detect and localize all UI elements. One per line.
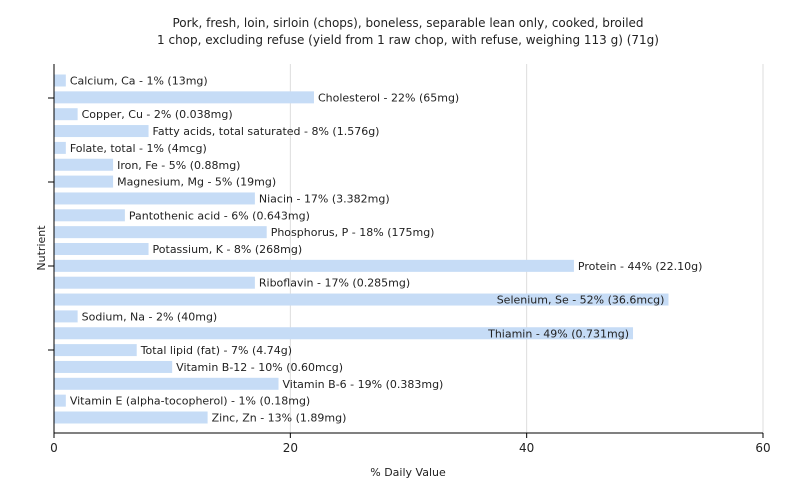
bar-3 xyxy=(54,125,149,138)
bar-label-6: Magnesium, Mg - 5% (19mg) xyxy=(117,176,276,189)
bar-label-8: Pantothenic acid - 6% (0.643mg) xyxy=(129,209,310,222)
bar-1 xyxy=(54,91,314,104)
bar-label-16: Total lipid (fat) - 7% (4.74g) xyxy=(140,344,292,357)
x-tick-label-0: 0 xyxy=(50,441,58,455)
bar-19 xyxy=(54,394,66,407)
bar-label-13: Selenium, Se - 52% (36.6mcg) xyxy=(497,294,665,307)
bar-label-4: Folate, total - 1% (4mcg) xyxy=(70,142,207,155)
bar-7 xyxy=(54,192,255,205)
bar-label-0: Calcium, Ca - 1% (13mg) xyxy=(70,75,208,88)
bar-label-10: Potassium, K - 8% (268mg) xyxy=(153,243,303,256)
x-tick-label-1: 20 xyxy=(283,441,298,455)
bar-18 xyxy=(54,377,279,390)
y-axis-label: Nutrient xyxy=(35,225,48,271)
bar-15 xyxy=(54,327,634,340)
grid-layer xyxy=(289,64,764,433)
bar-label-2: Copper, Cu - 2% (0.038mg) xyxy=(82,108,233,121)
bar-layer: Calcium, Ca - 1% (13mg) Cholesterol - 22%… xyxy=(54,74,703,425)
bar-label-17: Vitamin B-12 - 10% (0.60mcg) xyxy=(176,361,343,374)
bar-14 xyxy=(54,310,78,323)
bar-label-15: Thiamin - 49% (0.731mg) xyxy=(487,327,629,340)
bar-label-1: Cholesterol - 22% (65mg) xyxy=(318,91,459,104)
bar-12 xyxy=(54,276,255,289)
bar-16 xyxy=(54,344,137,357)
chart-title: Pork, fresh, loin, sirloin (chops), bone… xyxy=(172,16,643,30)
bar-label-14: Sodium, Na - 2% (40mg) xyxy=(82,310,218,323)
bar-label-20: Zinc, Zn - 13% (1.89mg) xyxy=(212,412,347,425)
x-tick-label-2: 40 xyxy=(519,441,534,455)
bar-label-12: Riboflavin - 17% (0.285mg) xyxy=(259,277,410,290)
bar-10 xyxy=(54,243,149,255)
bar-label-18: Vitamin B-6 - 19% (0.383mg) xyxy=(283,378,444,391)
chart-subtitle: 1 chop, excluding refuse (yield from 1 r… xyxy=(157,33,659,47)
bar-label-5: Iron, Fe - 5% (0.88mg) xyxy=(117,159,240,172)
bar-label-19: Vitamin E (alpha-tocopherol) - 1% (0.18m… xyxy=(70,395,310,408)
bar-17 xyxy=(54,360,173,373)
bar-label-7: Niacin - 17% (3.382mg) xyxy=(259,192,390,205)
bar-20 xyxy=(54,411,208,424)
bar-11 xyxy=(54,259,574,272)
axis-layer: 0 20 40 60 xyxy=(48,64,771,455)
bar-4 xyxy=(54,141,66,154)
bar-6 xyxy=(54,175,114,188)
bar-label-9: Phosphorus, P - 18% (175mg) xyxy=(271,226,435,239)
bar-13 xyxy=(54,293,669,306)
bar-9 xyxy=(54,226,267,239)
x-tick-label-3: 60 xyxy=(755,441,770,455)
bar-2 xyxy=(54,108,78,121)
x-axis-label: % Daily Value xyxy=(370,466,446,479)
bar-8 xyxy=(54,209,125,222)
bar-label-11: Protein - 44% (22.10g) xyxy=(578,260,703,273)
bar-0 xyxy=(54,74,66,87)
bar-label-3: Fatty acids, total saturated - 8% (1.576… xyxy=(153,125,380,138)
bar-5 xyxy=(54,158,114,171)
